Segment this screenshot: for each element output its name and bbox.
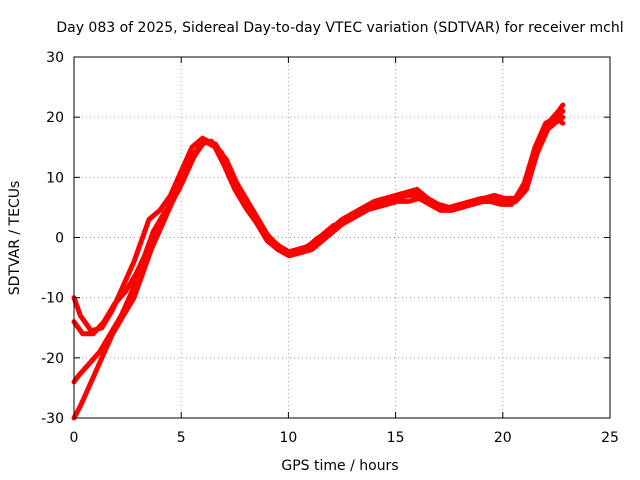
x-tick-label: 0 (70, 430, 79, 446)
series-group (71, 102, 566, 421)
x-tick-label: 15 (387, 430, 405, 446)
y-tick-label: 10 (46, 170, 64, 186)
ticks: 0 5 10 15 20 25 -30 -20 -10 0 10 20 30 (41, 50, 619, 446)
y-tick-label: 30 (46, 50, 64, 66)
x-axis-label: GPS time / hours (281, 458, 398, 474)
y-tick-label: 20 (46, 110, 64, 126)
x-tick-label: 20 (494, 430, 512, 446)
x-tick-label: 5 (177, 430, 186, 446)
y-tick-label: 0 (55, 231, 64, 247)
y-tick-label: -30 (41, 411, 64, 427)
x-tick-label: 25 (601, 430, 619, 446)
y-tick-label: -10 (41, 291, 64, 307)
chart-title: Day 083 of 2025, Sidereal Day-to-day VTE… (56, 20, 623, 36)
y-axis-label: SDTVAR / TECUs (7, 181, 23, 296)
grid (74, 57, 610, 418)
series-line-4 (71, 102, 566, 421)
y-tick-label: -20 (41, 351, 64, 367)
x-tick-label: 10 (279, 430, 297, 446)
